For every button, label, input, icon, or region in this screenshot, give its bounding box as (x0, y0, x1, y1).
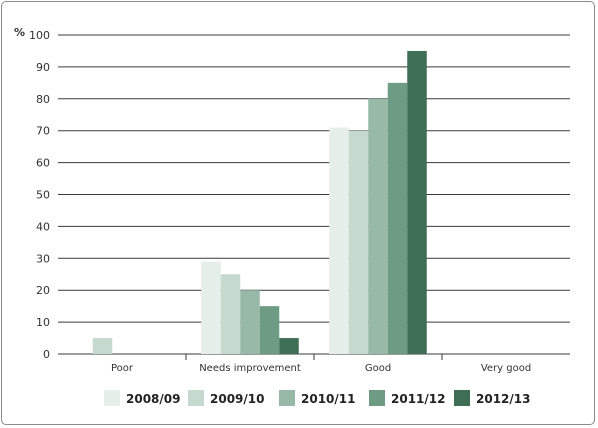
bar-2009-10-good (348, 130, 369, 354)
y-tick-label: 0 (43, 348, 50, 361)
legend-label: 2008/09 (126, 392, 180, 406)
bar-2008-09-needs-improvement (201, 261, 221, 354)
bar-2010-11-needs-improvement (240, 290, 260, 354)
bar-2011-12-needs-improvement (259, 306, 280, 354)
x-category-label: Needs improvement (199, 363, 301, 374)
bar-2012-13-good (407, 50, 427, 354)
y-tick-label: 90 (36, 61, 50, 74)
y-tick-label: 80 (36, 93, 50, 106)
bar-2012-13-needs-improvement (279, 338, 299, 354)
bar-2009-10-needs-improvement (220, 274, 241, 354)
y-tick-label: 100 (29, 29, 50, 42)
y-tick-label: 30 (36, 252, 50, 265)
y-axis-unit-label: % (14, 26, 25, 39)
y-tick-label: 70 (36, 125, 50, 138)
bar-2010-11-good (368, 98, 388, 354)
y-tick-label: 40 (36, 220, 50, 233)
legend-label: 2011/12 (391, 392, 445, 406)
bar-2009-10-poor (92, 338, 113, 354)
y-tick-label: 20 (36, 284, 50, 297)
y-tick-label: 10 (36, 316, 50, 329)
legend-swatch (279, 390, 295, 406)
x-category-label: Good (365, 363, 391, 374)
legend-label: 2009/10 (210, 392, 264, 406)
legend-swatch (188, 390, 204, 406)
legend-swatch (454, 390, 470, 406)
legend-swatch (369, 390, 385, 406)
y-tick-label: 60 (36, 157, 50, 170)
legend-swatch (104, 390, 120, 406)
y-tick-label: 50 (36, 189, 50, 202)
legend-label: 2012/13 (476, 392, 530, 406)
x-category-label: Poor (111, 363, 134, 374)
legend-label: 2010/11 (301, 392, 355, 406)
x-category-label: Very good (481, 363, 531, 374)
bar-2011-12-good (387, 82, 408, 354)
bar-2008-09-good (329, 127, 349, 354)
